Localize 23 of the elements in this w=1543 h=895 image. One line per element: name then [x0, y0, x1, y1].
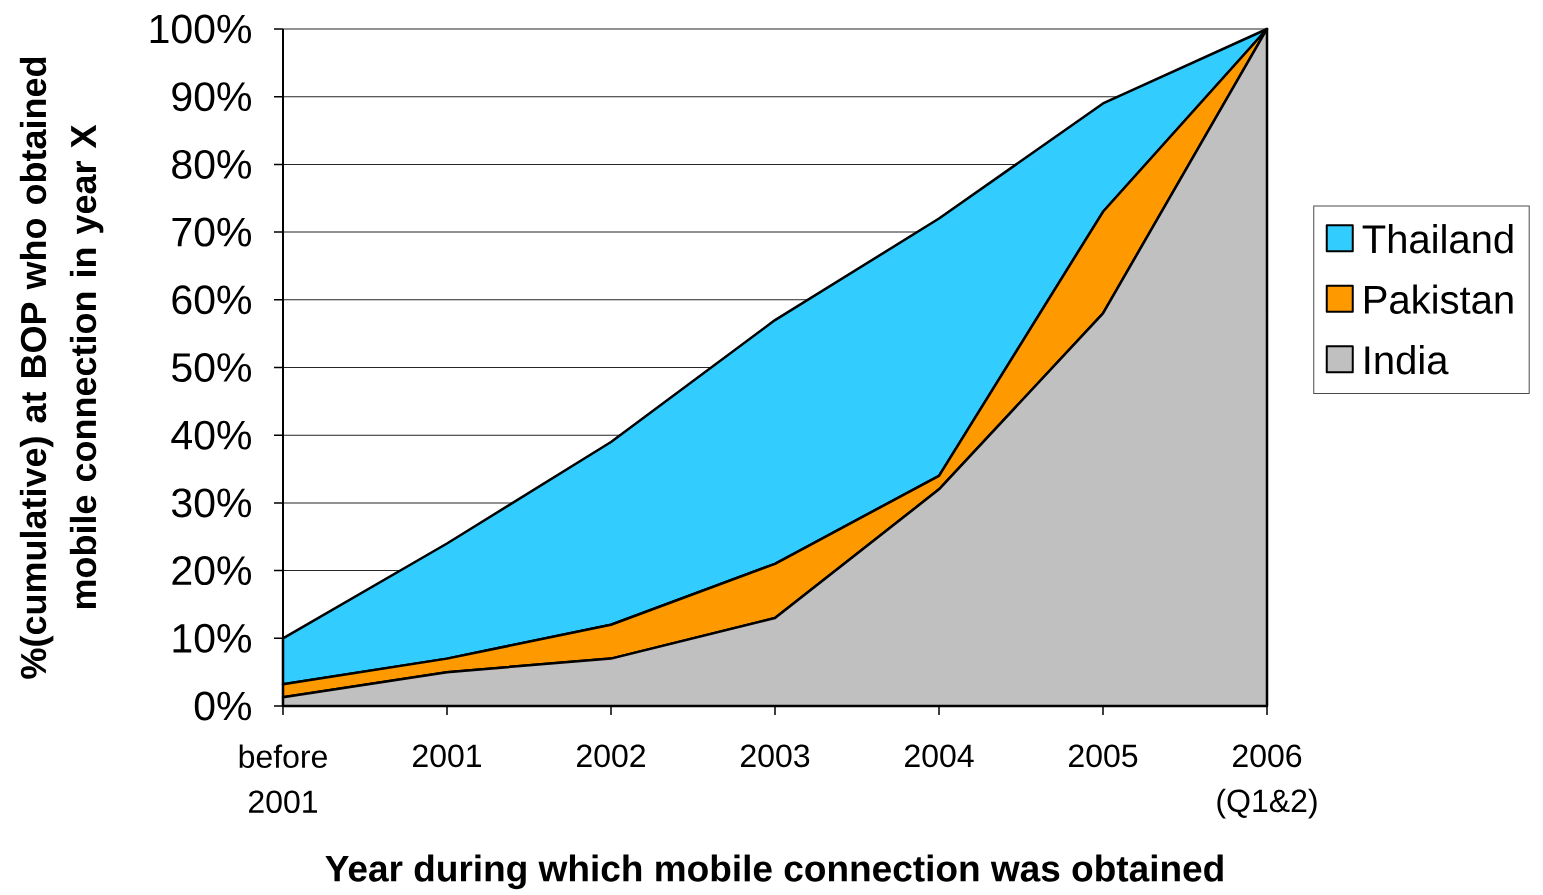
legend-label: India [1365, 345, 1449, 375]
legend-label: Pakistan [1365, 284, 1513, 314]
x-tick-label: 2003 [741, 744, 810, 768]
y-tick-label: 50% [172, 352, 251, 383]
y-tick-label: 90% [172, 82, 251, 112]
x-tick-label: 2004 [905, 744, 974, 768]
y-tick-label: 0% [194, 691, 251, 721]
y-tick-label: 20% [172, 556, 251, 586]
y-tick-label: 80% [172, 149, 251, 179]
y-tick-label: 10% [173, 623, 251, 653]
x-tick-label: 2006 (Q1&2) [1217, 744, 1317, 819]
x-tick-label: 2005 [1069, 744, 1138, 768]
y-tick-label: 100% [150, 14, 251, 44]
x-tick-label: 2001 [413, 744, 482, 768]
legend-label: Thailand [1362, 224, 1513, 254]
y-axis-title: %(cumulative) at BOP who obtained mobile connection in year X [19, 57, 104, 679]
y-tick-label: 30% [171, 488, 251, 518]
x-axis-title: Year during which mobile connection was obtained [325, 854, 1223, 890]
x-tick-label: 2002 [577, 744, 645, 768]
y-tick-label: 40% [171, 420, 251, 450]
y-tick-label: 60% [172, 285, 251, 315]
x-tick-label: before 2001 [239, 744, 327, 814]
y-tick-label: 70% [172, 217, 251, 247]
